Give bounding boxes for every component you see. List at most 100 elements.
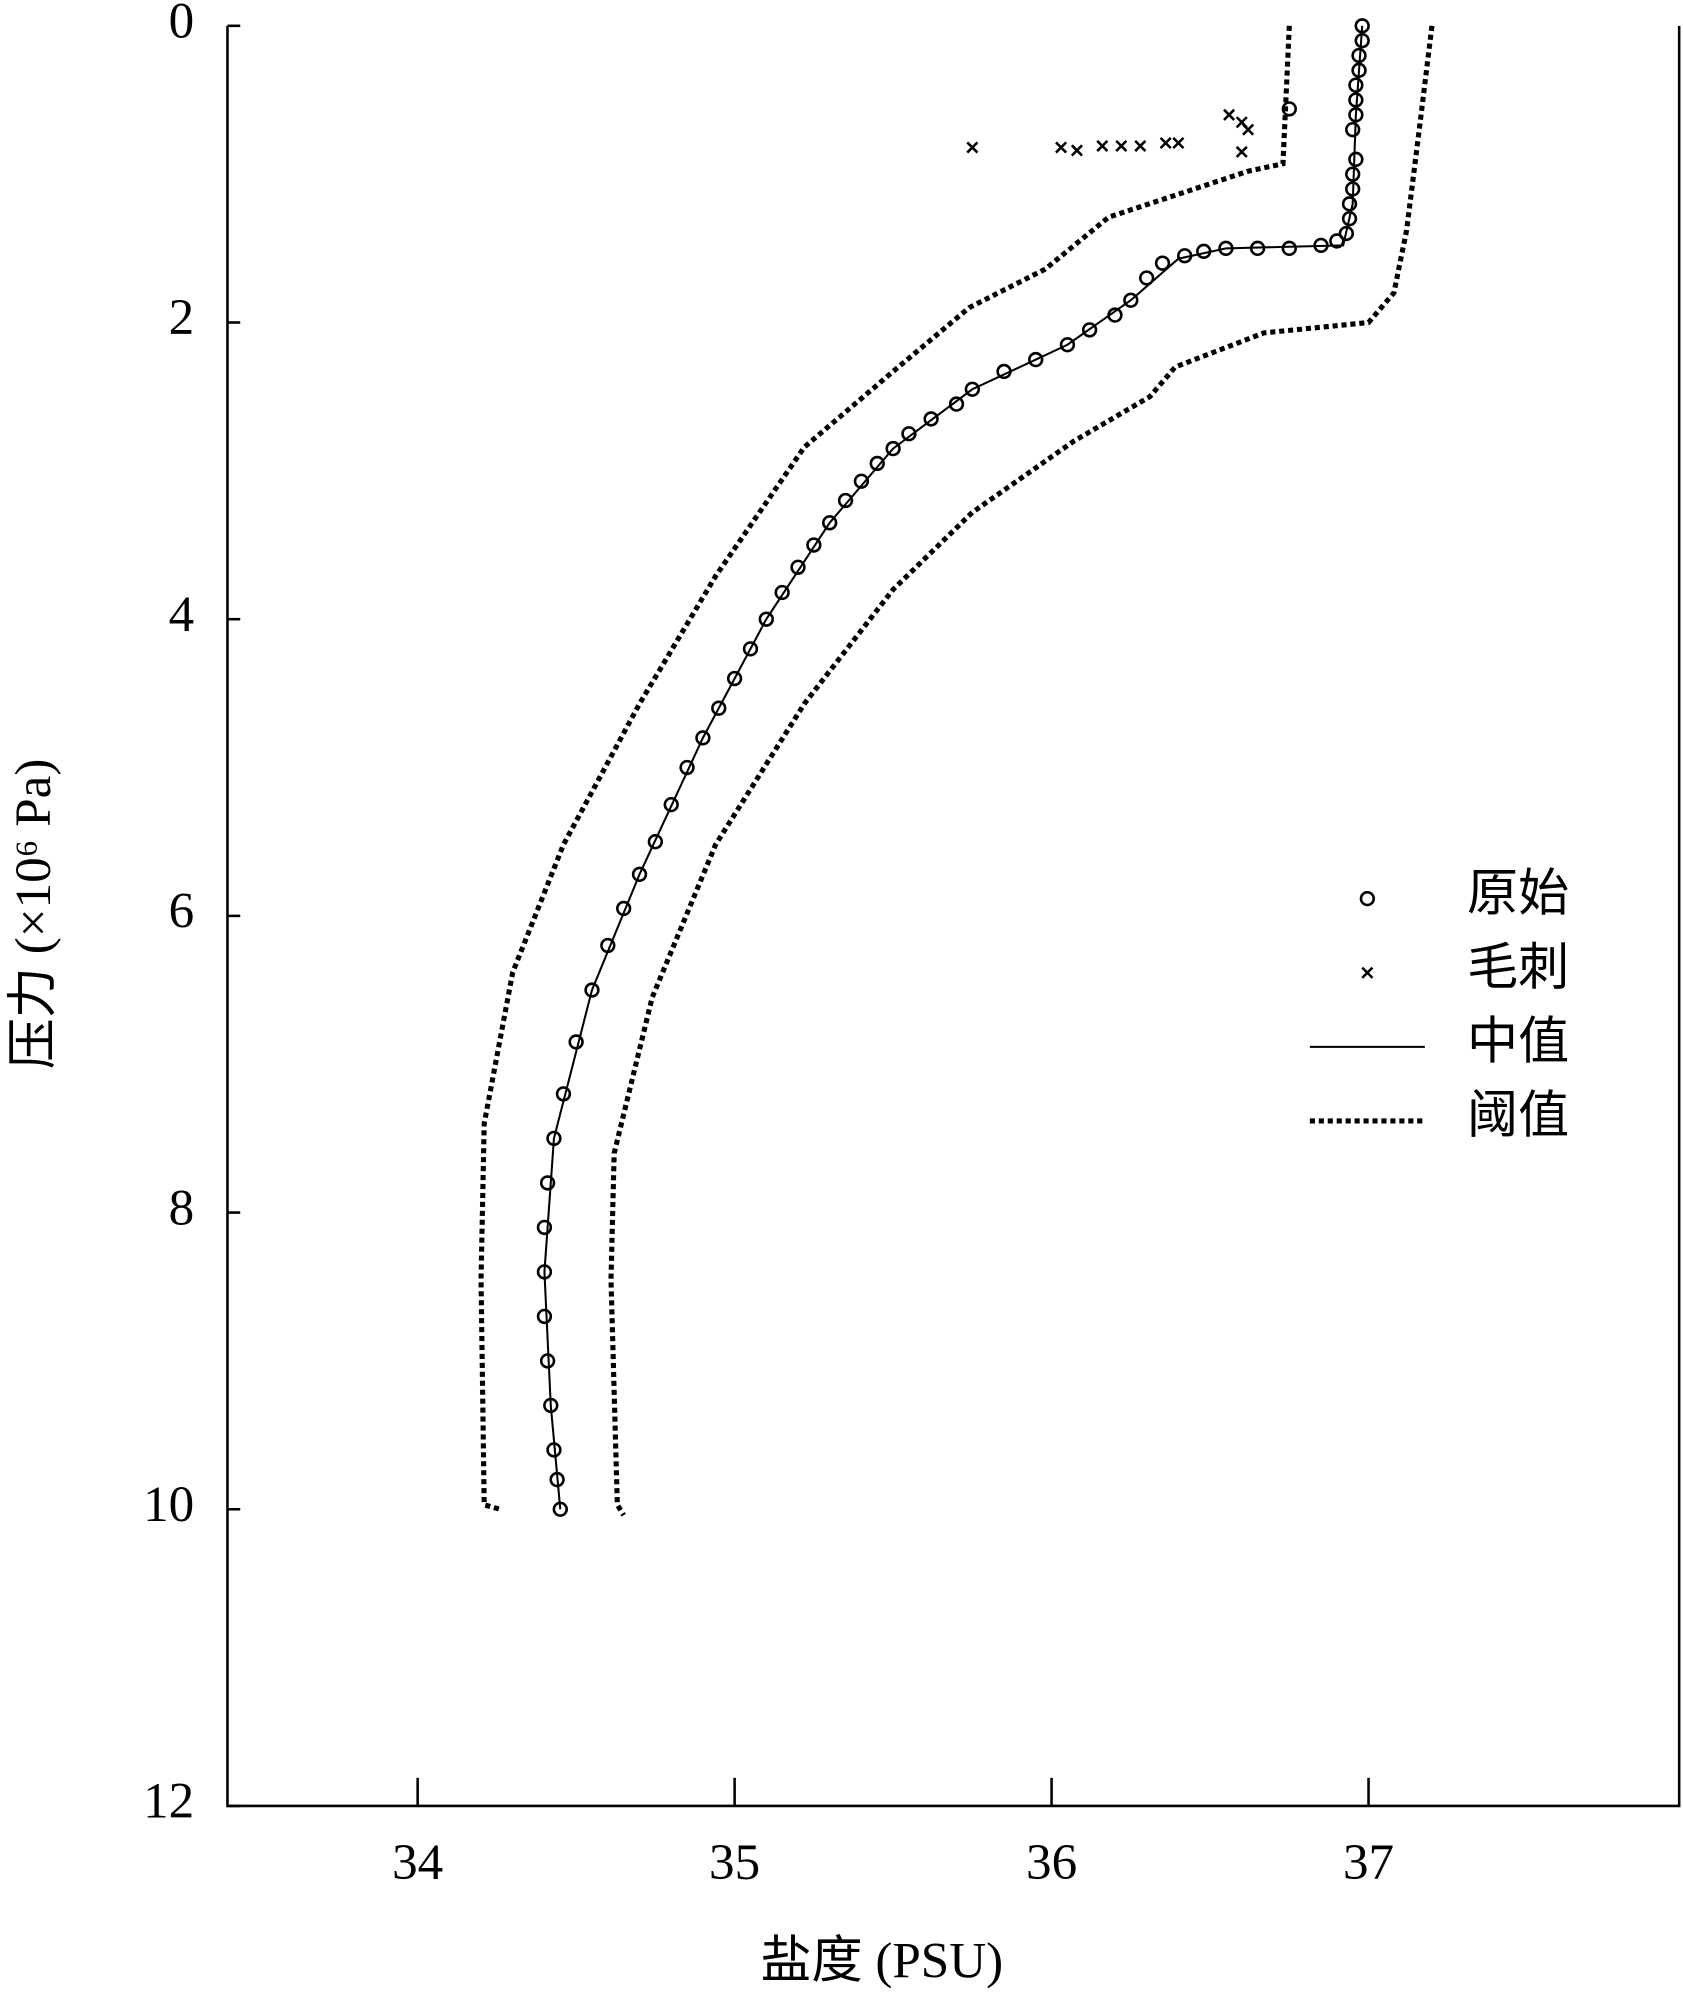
x-tick-label: 35 xyxy=(709,1834,760,1891)
point xyxy=(837,492,854,509)
point xyxy=(1348,151,1364,167)
point xyxy=(1348,92,1364,108)
spike-point xyxy=(1115,139,1128,152)
spike-point xyxy=(1070,144,1083,157)
spike-point xyxy=(1096,139,1109,152)
point xyxy=(536,1219,553,1236)
point xyxy=(552,1501,568,1517)
spike-point xyxy=(1159,136,1172,150)
y-tick-label: 0 xyxy=(169,0,195,50)
point xyxy=(964,381,981,397)
point xyxy=(546,1442,562,1458)
point xyxy=(726,670,743,687)
legend-label: 原始 xyxy=(1467,865,1569,922)
axis-frame xyxy=(226,25,1681,1808)
y-tick-label: 4 xyxy=(169,586,195,643)
median-line xyxy=(543,25,1364,1510)
point xyxy=(568,1034,584,1050)
x-axis-label: 盐度 (PSU) xyxy=(760,1932,1003,1989)
spike-point xyxy=(1242,123,1255,136)
point xyxy=(1154,255,1171,271)
point xyxy=(1107,307,1123,323)
point xyxy=(1081,322,1098,338)
legend-marker xyxy=(1359,890,1376,907)
point xyxy=(869,455,885,472)
point xyxy=(1345,166,1361,182)
point xyxy=(711,700,727,716)
point xyxy=(546,1130,562,1147)
point xyxy=(539,1175,556,1191)
point xyxy=(948,396,965,412)
point xyxy=(631,866,648,883)
point xyxy=(1196,243,1212,259)
y-tick-label: 10 xyxy=(143,1476,194,1533)
point xyxy=(1345,121,1361,138)
y-tick-label: 12 xyxy=(143,1773,194,1830)
point xyxy=(1313,237,1329,254)
point xyxy=(1123,292,1139,308)
y-axis-label: 压力 (×10⁶ Pa) xyxy=(5,759,62,1070)
point xyxy=(1281,101,1297,117)
point xyxy=(1177,248,1193,264)
point xyxy=(616,900,632,917)
spike-point xyxy=(1235,145,1248,158)
point xyxy=(853,473,870,489)
point xyxy=(822,515,838,531)
point xyxy=(549,1471,565,1488)
point xyxy=(536,1264,553,1280)
x-tick-label: 34 xyxy=(392,1834,443,1891)
point xyxy=(1218,240,1234,257)
point xyxy=(1338,225,1355,242)
x-tick-label: 37 xyxy=(1343,1834,1394,1891)
spike-point xyxy=(1172,136,1185,150)
point xyxy=(1345,181,1361,197)
point xyxy=(1059,337,1076,353)
y-tick-label: 2 xyxy=(169,289,195,346)
point xyxy=(1249,240,1266,257)
spike-point xyxy=(1223,108,1236,121)
point xyxy=(1348,107,1364,123)
y-tick-label: 8 xyxy=(169,1179,195,1236)
legend-label: 毛刺 xyxy=(1467,939,1569,996)
point xyxy=(1341,196,1358,212)
point xyxy=(584,982,600,998)
legend-marker xyxy=(1361,966,1374,979)
point xyxy=(1028,351,1044,368)
point xyxy=(1348,77,1364,93)
point xyxy=(774,584,790,601)
x-tick-label: 36 xyxy=(1026,1834,1077,1891)
point xyxy=(923,411,939,427)
point xyxy=(758,611,774,627)
spike-point xyxy=(966,141,979,154)
threshold-line xyxy=(478,25,1292,1512)
point xyxy=(1341,210,1358,227)
point xyxy=(742,641,759,657)
point xyxy=(1351,47,1367,64)
point xyxy=(679,759,695,776)
spike-point xyxy=(1134,139,1147,152)
point xyxy=(539,1353,556,1369)
point xyxy=(1329,233,1345,249)
point xyxy=(790,559,806,575)
point xyxy=(806,537,822,553)
point xyxy=(885,440,901,457)
point xyxy=(1354,18,1370,34)
threshold-line xyxy=(608,25,1435,1517)
spike-point xyxy=(1055,141,1068,154)
point xyxy=(663,796,679,813)
point xyxy=(695,730,711,746)
legend-label: 中值 xyxy=(1467,1014,1569,1071)
legend-label: 阈值 xyxy=(1467,1088,1569,1145)
point xyxy=(996,363,1012,380)
point xyxy=(647,834,664,850)
point xyxy=(1351,62,1367,78)
y-tick-label: 6 xyxy=(169,883,195,940)
point xyxy=(543,1397,559,1414)
point xyxy=(901,426,917,442)
point xyxy=(555,1086,572,1102)
point xyxy=(536,1308,553,1325)
point xyxy=(600,937,616,954)
point xyxy=(1138,270,1155,286)
